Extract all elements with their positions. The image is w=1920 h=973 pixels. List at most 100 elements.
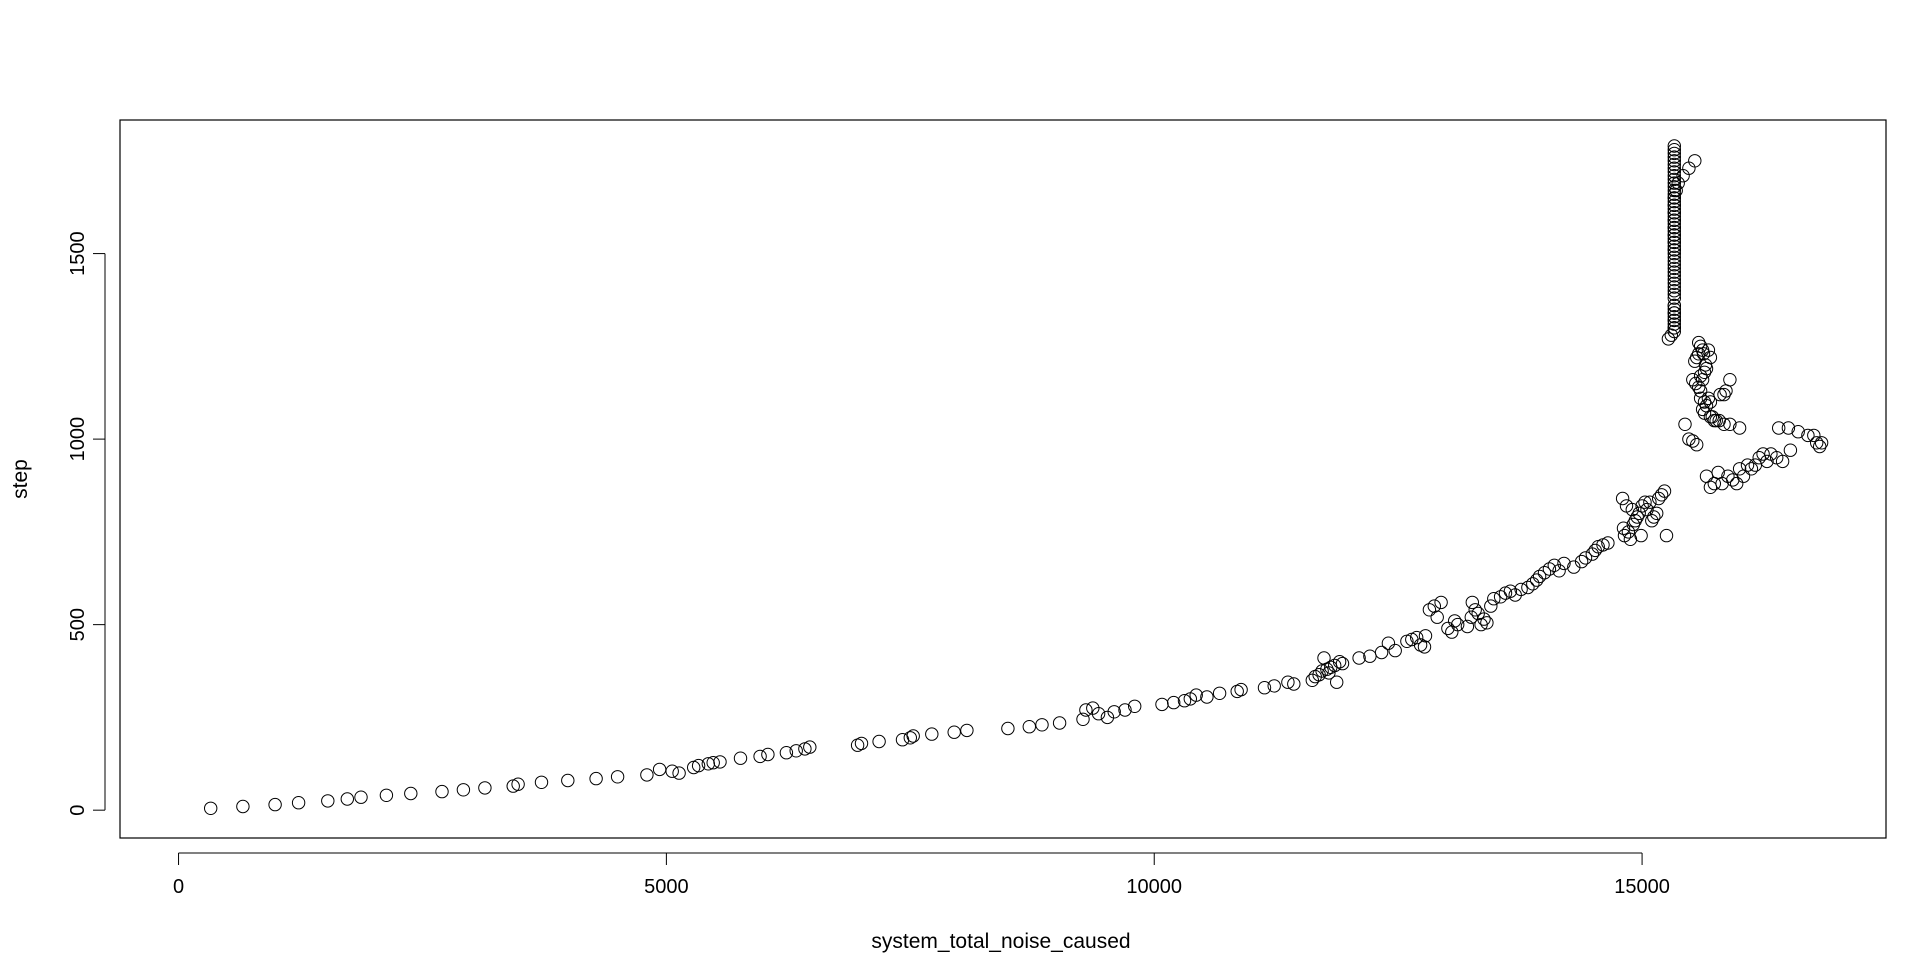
data-point <box>1352 651 1366 665</box>
data-point <box>1695 373 1710 387</box>
data-point <box>1740 458 1755 472</box>
data-point <box>1667 169 1682 183</box>
data-point <box>1667 191 1682 205</box>
data-point <box>906 729 920 743</box>
data-point <box>456 783 471 797</box>
data-point <box>1760 454 1774 469</box>
data-point <box>379 788 394 802</box>
data-point <box>1128 699 1142 713</box>
data-point <box>1625 502 1640 517</box>
data-point <box>1752 451 1766 465</box>
data-point <box>1667 143 1682 157</box>
data-point <box>1287 677 1301 691</box>
data-point <box>1723 373 1737 387</box>
data-point <box>1723 417 1737 431</box>
data-point <box>1615 491 1630 506</box>
data-point <box>1667 194 1682 209</box>
data-point <box>534 775 549 789</box>
data-point <box>1721 469 1735 483</box>
data-point <box>1667 157 1682 172</box>
data-point <box>610 770 625 784</box>
data-point <box>1317 651 1331 665</box>
data-point <box>1487 592 1501 606</box>
data-point <box>1503 584 1518 598</box>
y-tick-label: 0 <box>67 805 89 816</box>
data-point <box>1667 172 1682 187</box>
data-point <box>1783 443 1798 457</box>
data-point <box>1692 335 1706 350</box>
data-point <box>1667 239 1682 253</box>
data-point <box>1744 462 1759 476</box>
data-point <box>236 799 250 814</box>
data-point <box>354 790 368 804</box>
data-point <box>1638 495 1652 509</box>
data-point <box>1257 681 1272 695</box>
data-point <box>1281 675 1295 689</box>
data-point <box>1001 721 1015 736</box>
data-point <box>1703 410 1718 424</box>
data-point <box>1410 630 1424 645</box>
data-point <box>1667 258 1682 272</box>
data-point <box>1601 536 1615 550</box>
data-point <box>1717 387 1731 402</box>
data-point <box>561 773 575 788</box>
data-point <box>1328 658 1342 673</box>
data-point <box>1484 599 1498 613</box>
data-point <box>1667 150 1682 164</box>
data-point <box>1810 436 1824 450</box>
x-axis-label: system_total_noise_caused <box>871 930 1130 953</box>
data-point <box>589 771 603 786</box>
data-point <box>1707 476 1722 491</box>
data-point <box>1701 343 1716 357</box>
data-point <box>1671 176 1685 190</box>
data-point <box>1417 640 1432 654</box>
data-point <box>1212 686 1227 700</box>
data-point <box>1434 595 1448 610</box>
plot-frame <box>119 119 1887 839</box>
data-point <box>1667 265 1682 279</box>
data-point <box>1521 580 1535 595</box>
data-point <box>1667 154 1682 168</box>
data-point <box>1667 321 1682 335</box>
data-point <box>803 740 817 754</box>
data-point <box>1460 619 1475 634</box>
y-axis-label: step <box>9 459 32 499</box>
data-point <box>1678 417 1692 431</box>
data-point <box>1542 562 1557 576</box>
data-point <box>1654 488 1669 502</box>
data-point <box>1468 603 1482 617</box>
data-point <box>1514 582 1528 597</box>
data-point <box>960 723 974 738</box>
data-point <box>1635 499 1649 513</box>
data-point <box>1692 347 1706 361</box>
data-point <box>1699 469 1714 483</box>
data-point <box>1667 261 1682 276</box>
data-point <box>1422 603 1437 617</box>
data-point <box>1688 154 1702 168</box>
data-point <box>1526 577 1540 591</box>
data-point <box>1667 139 1682 153</box>
data-point <box>1530 573 1544 587</box>
data-point <box>1052 716 1067 730</box>
data-point <box>1464 610 1479 624</box>
data-point <box>1574 554 1589 569</box>
data-point <box>1730 476 1744 491</box>
data-point <box>1448 614 1462 628</box>
data-points <box>204 139 1829 815</box>
data-point <box>1697 365 1712 379</box>
data-point <box>1035 718 1049 732</box>
data-point <box>1664 328 1679 342</box>
data-point <box>1688 354 1702 368</box>
data-point <box>268 797 282 812</box>
data-point <box>1707 413 1722 428</box>
data-point <box>321 794 335 808</box>
data-point <box>1667 209 1682 224</box>
data-point <box>1756 447 1770 461</box>
data-point <box>1669 183 1683 198</box>
data-point <box>1234 682 1248 697</box>
data-point <box>1667 180 1682 194</box>
data-point <box>1667 146 1682 161</box>
data-point <box>640 768 654 782</box>
data-point <box>1630 510 1644 524</box>
